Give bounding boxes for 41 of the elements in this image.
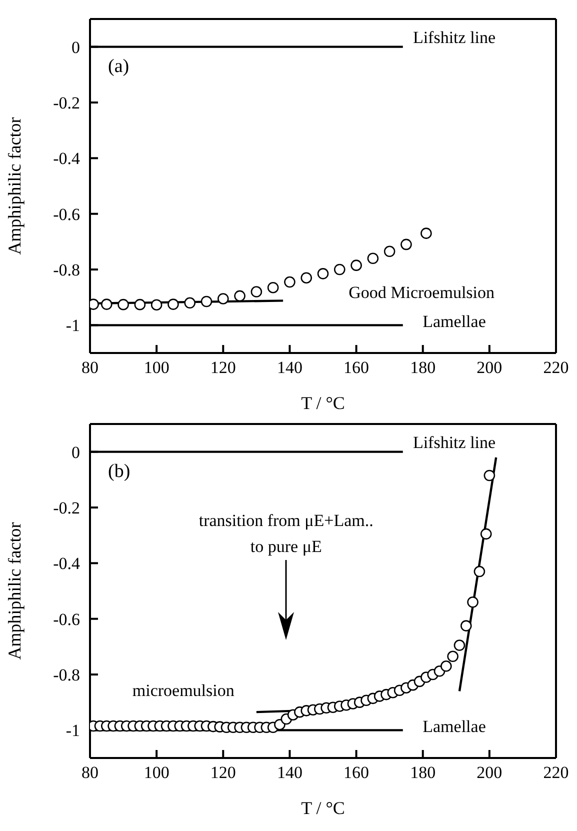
y-tick-label: -1 [66, 721, 80, 740]
y-tick-label: -0.6 [53, 204, 80, 224]
x-tick-label: 140 [276, 763, 302, 782]
annotation: Lifshitz line [412, 433, 497, 454]
x-tick-label: 120 [210, 358, 236, 378]
annotation: Good Microemulsion [348, 283, 496, 304]
x-tick-label: 140 [276, 358, 302, 378]
x-tick-label: 80 [82, 358, 98, 378]
y-tick-label: -0.2 [53, 94, 80, 113]
y-tick-label: -0.8 [53, 666, 80, 685]
x-tick-label: 200 [476, 763, 502, 782]
annotation: Lamellae [422, 312, 487, 332]
y-tick-label: -0.6 [53, 610, 80, 629]
y-tick-label: -0.4 [53, 149, 80, 168]
x-tick-label: 220 [543, 358, 569, 378]
x-axis-title: T / °C [301, 393, 345, 413]
x-tick-label: 160 [344, 358, 370, 378]
annotation: microemulsion [132, 681, 234, 700]
annotation: transition from μE+Lam.. to pure μE [198, 510, 374, 558]
x-tick-label: 100 [144, 763, 170, 782]
y-tick-label: 0 [72, 38, 80, 57]
y-tick-label: 0 [72, 442, 80, 462]
annotation: Lamellae [422, 716, 487, 737]
x-axis-title: T / °C [301, 798, 345, 818]
x-tick-label: 220 [543, 763, 569, 782]
x-tick-label: 160 [344, 763, 370, 782]
text: (a) [108, 56, 130, 78]
x-tick-label: 180 [410, 763, 436, 782]
y-tick-label: -0.2 [53, 498, 80, 518]
text: (b) [108, 461, 130, 483]
x-tick-label: 200 [476, 358, 502, 378]
annotation: Lifshitz line [412, 28, 497, 48]
y-tick-label: -0.4 [53, 554, 80, 574]
y-tick-label: -1 [66, 316, 80, 336]
x-tick-label: 180 [410, 358, 436, 378]
x-tick-label: 120 [210, 763, 236, 782]
x-tick-label: 80 [82, 763, 98, 782]
y-axis-title: Amphiphilic factor [4, 117, 24, 255]
x-tick-label: 100 [144, 358, 170, 378]
y-tick-label: -0.8 [53, 260, 80, 280]
y-axis-title: Amphiphilic factor [4, 522, 24, 660]
